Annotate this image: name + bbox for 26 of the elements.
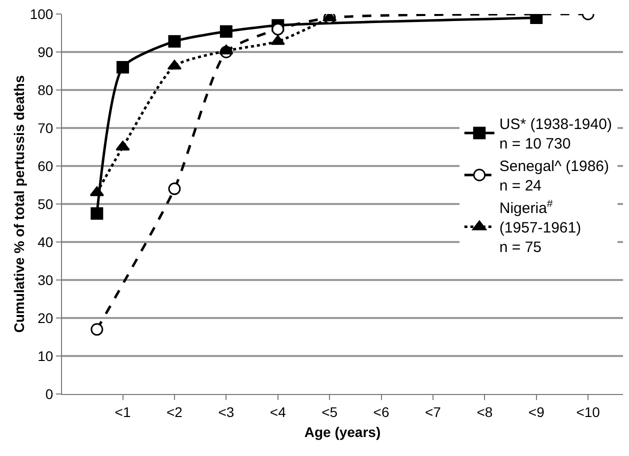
x-tick-label: <10 xyxy=(576,404,600,420)
y-tick-label: 60 xyxy=(38,158,54,174)
legend-label: Senegal^ (1986) n = 24 xyxy=(499,158,610,195)
x-tick-label: <1 xyxy=(114,404,131,420)
y-tick-label: 40 xyxy=(38,234,54,250)
y-tick-label: 90 xyxy=(38,44,54,60)
y-tick-label: 30 xyxy=(38,272,54,288)
x-tick-label: <3 xyxy=(218,404,234,420)
y-tick-label: 80 xyxy=(38,82,54,98)
x-tick-label: <6 xyxy=(373,404,390,420)
y-axis-title: Cumulative % of total pertussis deaths xyxy=(11,75,27,333)
x-tick-label: <7 xyxy=(424,404,442,420)
y-tick-label: 20 xyxy=(38,310,54,326)
x-tick-label: <9 xyxy=(528,404,545,420)
x-tick-label: <2 xyxy=(166,404,183,420)
x-tick-label: <4 xyxy=(270,404,286,420)
legend-label: US* (1938-1940) n = 10 730 xyxy=(499,116,612,153)
y-tick-label: 0 xyxy=(45,386,54,402)
y-tick-label: 50 xyxy=(38,196,54,212)
x-tick-label: <8 xyxy=(476,404,493,420)
y-tick-label: 70 xyxy=(38,120,54,136)
x-tick-label: <5 xyxy=(322,404,338,420)
x-axis-title: Age (years) xyxy=(304,424,381,440)
legend-label: Nigeria$^{#}$ (1957-1961) n = 75 xyxy=(499,198,582,256)
y-tick-label: 10 xyxy=(38,348,54,364)
y-tick-label: 100 xyxy=(30,6,54,22)
